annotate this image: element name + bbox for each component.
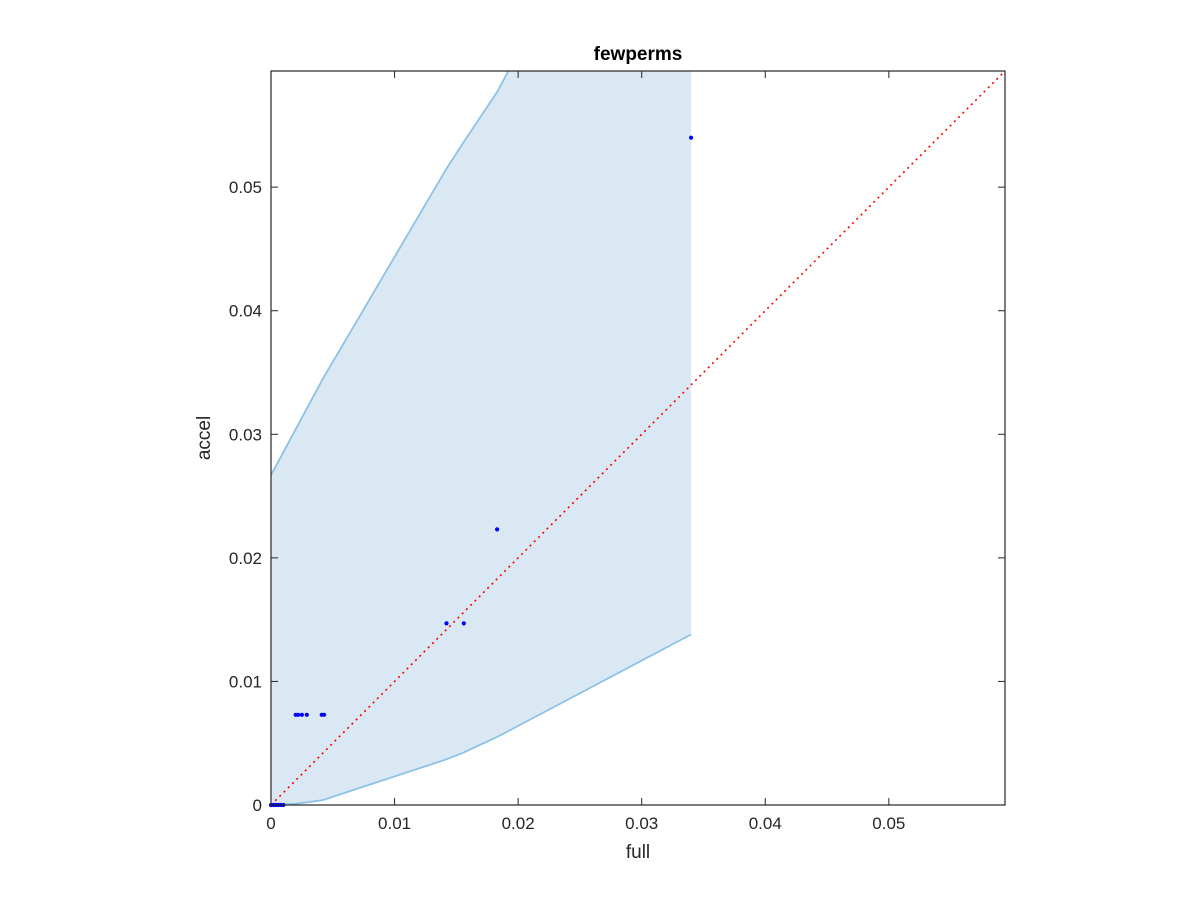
y-axis-label: accel bbox=[194, 416, 215, 460]
reference-diagonal-line bbox=[270, 70, 1006, 806]
y-tick-label: 0.04 bbox=[229, 302, 262, 321]
data-point bbox=[689, 135, 694, 140]
axes-box bbox=[270, 70, 1006, 806]
x-tick-label: 0 bbox=[266, 814, 275, 833]
y-tick-label: 0.03 bbox=[229, 425, 262, 444]
band-upper-edge bbox=[270, 70, 510, 476]
data-point bbox=[444, 621, 449, 626]
y-tick-label: 0.02 bbox=[229, 549, 262, 568]
confidence-band bbox=[270, 70, 692, 806]
x-axis-label: full bbox=[626, 842, 650, 863]
band-fill bbox=[271, 71, 692, 805]
x-axis-ticks: 0 0.01 0.02 0.03 0.04 0.05 bbox=[266, 71, 905, 833]
band-lower-edge bbox=[270, 633, 692, 806]
data-point bbox=[461, 621, 466, 626]
reference-line bbox=[270, 70, 1006, 806]
y-tick-label: 0.01 bbox=[229, 672, 262, 691]
data-point bbox=[304, 712, 309, 717]
x-tick-label: 0.03 bbox=[625, 814, 658, 833]
data-point bbox=[299, 712, 304, 717]
y-tick-label: 0 bbox=[253, 796, 262, 815]
data-point bbox=[495, 527, 500, 532]
y-axis-ticks: 0 0.01 0.02 0.03 0.04 0.05 bbox=[229, 178, 1005, 815]
plot-area: 0 0.01 0.02 0.03 0.04 0.05 00.010.020.030.040… bbox=[229, 70, 1006, 833]
data-point bbox=[296, 712, 301, 717]
x-tick-label: 0.02 bbox=[502, 814, 535, 833]
data-points bbox=[268, 135, 694, 808]
x-tick-label: 0.04 bbox=[749, 814, 782, 833]
data-point bbox=[322, 712, 327, 717]
x-tick-label: 0.05 bbox=[872, 814, 905, 833]
chart-title: fewperms bbox=[594, 44, 683, 65]
y-tick-label: 0.05 bbox=[229, 178, 262, 197]
x-tick-label: 0.01 bbox=[378, 814, 411, 833]
